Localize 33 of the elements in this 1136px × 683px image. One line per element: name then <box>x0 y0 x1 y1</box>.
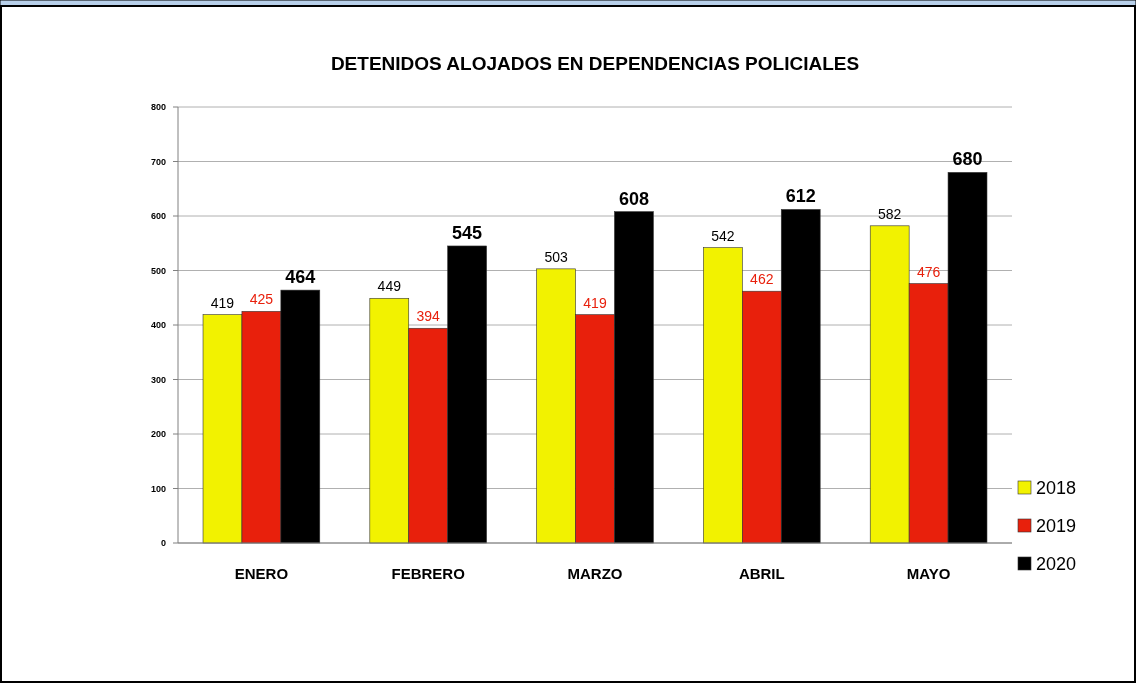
chart-title: DETENIDOS ALOJADOS EN DEPENDENCIAS POLICIALES <box>330 53 860 74</box>
y-tick-label: 200 <box>150 429 166 440</box>
y-tick-label: 800 <box>150 102 166 113</box>
data-label: 462 <box>750 271 774 288</box>
y-tick-label: 400 <box>150 320 166 331</box>
data-label: 545 <box>452 222 483 243</box>
legend-label: 2019 <box>1036 516 1077 537</box>
data-label: 582 <box>878 205 902 222</box>
data-label: 425 <box>249 291 274 308</box>
x-tick-label: ABRIL <box>738 565 785 582</box>
data-label: 612 <box>785 186 816 207</box>
data-label: 394 <box>416 308 441 325</box>
data-label: 503 <box>544 248 568 265</box>
y-tick-label: 700 <box>150 156 166 167</box>
y-tick-label: 0 <box>160 538 166 549</box>
y-tick-label: 300 <box>150 374 166 385</box>
data-label: 476 <box>916 263 941 280</box>
data-label: 542 <box>711 227 735 244</box>
data-label: 680 <box>952 149 983 170</box>
legend-label: 2020 <box>1036 554 1077 575</box>
x-tick-label: MARZO <box>567 565 623 582</box>
x-tick-label: MAYO <box>906 565 951 582</box>
data-label: 419 <box>210 294 235 311</box>
x-tick-label: FEBRERO <box>391 565 466 582</box>
legend-label: 2018 <box>1036 478 1077 499</box>
data-label: 449 <box>377 278 402 295</box>
data-label: 419 <box>583 294 607 311</box>
y-tick-label: 500 <box>150 265 166 276</box>
y-tick-label: 100 <box>150 483 166 494</box>
data-label: 464 <box>285 267 316 288</box>
x-tick-label: ENERO <box>234 565 289 582</box>
data-label: 608 <box>618 188 649 209</box>
y-tick-label: 600 <box>150 211 166 222</box>
